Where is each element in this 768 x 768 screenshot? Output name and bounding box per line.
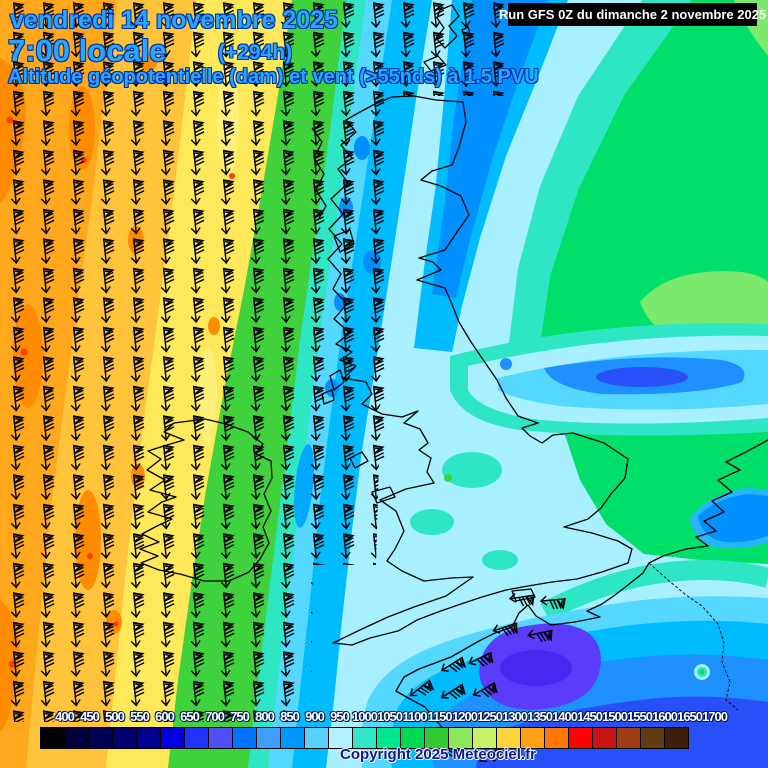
legend-swatch [640,727,665,749]
legend-label: 1650 [677,709,703,724]
parameter-label: Altitude géopotentielle (dam) et vent (>… [8,66,539,88]
legend-label: 550 [130,709,150,724]
legend-swatch [64,727,89,749]
legend-label: 850 [280,709,300,724]
wind-barbs-layer [0,0,567,768]
legend-swatch [568,727,593,749]
model-run-label: Run GFS 0Z du dimanche 2 novembre 2025 [498,7,767,22]
copyright-label: Copyright 2025 Meteociel.fr [340,746,536,763]
legend-label: 1600 [652,709,678,724]
legend-label: 1500 [602,709,628,724]
legend-label: 1150 [427,709,452,724]
legend-color-scale [40,727,689,749]
legend-label: 1200 [452,709,478,724]
legend-label: 1350 [527,709,553,724]
legend-label: 400 [55,709,75,724]
legend-swatch [88,727,113,749]
legend-swatch [280,727,305,749]
legend-label: 900 [305,709,325,724]
legend-swatch [112,727,137,749]
forecast-lead-label: (+294h) [218,41,293,64]
legend-label: 1550 [627,709,653,724]
model-run-box: Run GFS 0Z du dimanche 2 novembre 2025 [499,3,766,26]
legend-label: 1000 [352,709,378,724]
legend-labels: 400 450 500 550 600 650 700 750 800 850 900 950 1000… [52,709,728,724]
legend-label: 750 [230,709,250,724]
legend-swatch [136,727,161,749]
legend-swatch [664,727,689,749]
legend-label: 1050 [377,709,403,724]
legend-label: 450 [80,709,100,724]
legend-label: 1250 [477,709,503,724]
legend-label: 500 [105,709,125,724]
legend-label: 600 [155,709,175,724]
legend-label: 1300 [502,709,528,724]
legend-swatch [208,727,233,749]
legend-label: 1400 [552,709,578,724]
date-label: vendredi 14 novembre 2025 [10,6,338,34]
valid-time-label: 7:00 locale [8,33,167,68]
legend-swatch [616,727,641,749]
legend-label: 1450 [577,709,603,724]
legend-swatch [232,727,257,749]
legend-label: 800 [255,709,275,724]
legend-label: 650 [180,709,200,724]
legend-swatch [592,727,617,749]
legend-label: 950 [330,709,350,724]
legend-label: 700 [205,709,225,724]
legend-label: 1700 [702,709,728,724]
legend-swatch [160,727,185,749]
legend-swatch [256,727,281,749]
legend-swatch [40,727,65,749]
border-france-belgium [648,562,739,711]
legend-swatch [184,727,209,749]
coast-continent [395,439,768,751]
legend-label: 1100 [402,709,427,724]
